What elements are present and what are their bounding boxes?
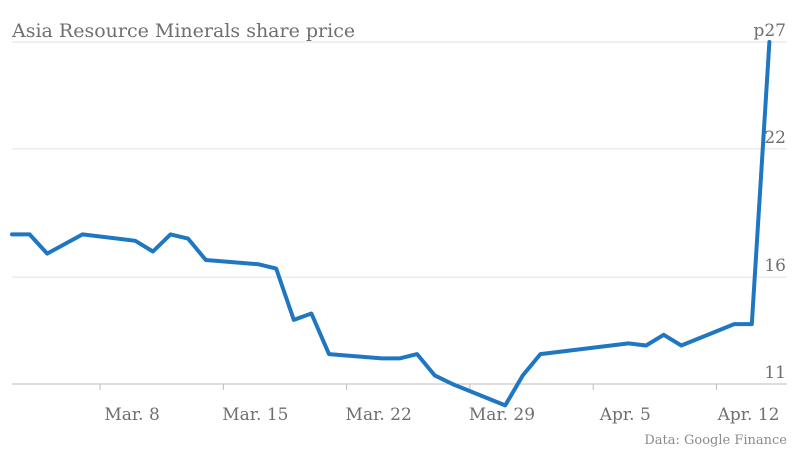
x-tick-label: Mar. 22 — [346, 405, 412, 425]
series-group — [10, 40, 772, 408]
y-tick-label: 22 — [764, 128, 786, 148]
y-axis-tick-labels: 11 16 22 p27 — [753, 21, 786, 383]
x-tick-label: Apr. 12 — [717, 405, 780, 425]
x-tick-label: Mar. 29 — [469, 405, 535, 425]
gridlines — [12, 41, 787, 385]
x-tick-label: Mar. 15 — [222, 405, 288, 425]
chart-title: Asia Resource Minerals share price — [11, 20, 355, 42]
y-tick-label: 11 — [764, 363, 786, 383]
y-tick-label: 16 — [764, 256, 786, 276]
x-tick-label: Apr. 5 — [599, 405, 651, 425]
y-tick-label: p27 — [753, 21, 786, 41]
x-tick-label: Mar. 8 — [104, 405, 159, 425]
source-note: Data: Google Finance — [644, 433, 787, 448]
x-axis-tick-labels: Mar. 8 Mar. 15 Mar. 22 Mar. 29 Apr. 5 Apr. 12 — [99, 384, 780, 425]
series-line-price — [10, 40, 772, 408]
